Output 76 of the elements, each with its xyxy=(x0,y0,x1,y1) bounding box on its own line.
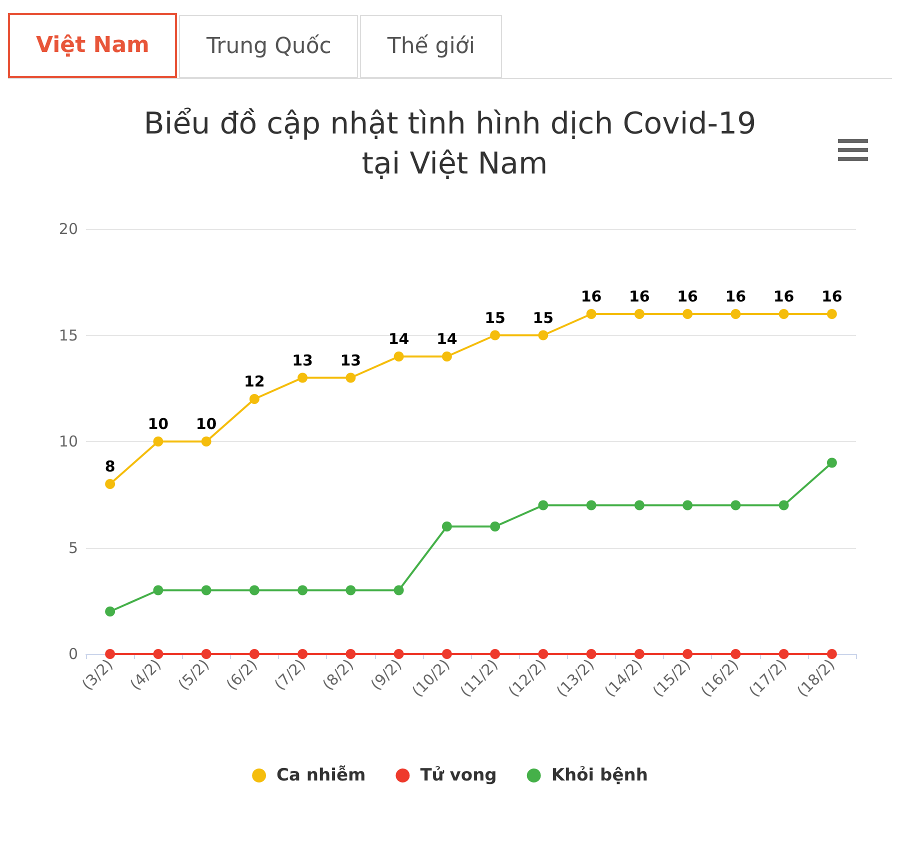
point xyxy=(442,649,452,659)
point xyxy=(201,649,212,659)
point xyxy=(346,585,356,596)
point xyxy=(634,649,644,659)
point xyxy=(778,500,789,510)
point xyxy=(249,649,260,659)
point xyxy=(105,479,116,489)
y-tick-label: 15 xyxy=(58,326,78,344)
point xyxy=(634,309,644,319)
point xyxy=(538,330,548,340)
data-label: 8 xyxy=(104,458,116,476)
text: Thế giới xyxy=(360,15,502,78)
point xyxy=(586,649,596,659)
point xyxy=(682,309,693,319)
point xyxy=(394,585,404,596)
point xyxy=(249,585,260,596)
text: Việt Nam xyxy=(8,13,178,78)
data-label: 16 xyxy=(822,288,842,306)
point xyxy=(538,649,548,659)
point xyxy=(298,585,308,596)
point xyxy=(249,394,260,404)
data-label: 13 xyxy=(292,351,313,370)
legend-label: Khỏi bệnh xyxy=(551,766,648,786)
data-label: 10 xyxy=(148,415,169,433)
point xyxy=(201,436,212,446)
data-label: 16 xyxy=(725,288,746,306)
data-label: 16 xyxy=(773,288,794,306)
point xyxy=(826,458,837,468)
point xyxy=(153,436,164,446)
point xyxy=(490,522,500,532)
y-tick-label: 0 xyxy=(68,645,78,663)
y-tick-label: 10 xyxy=(58,432,78,450)
y-tick-label: 5 xyxy=(68,538,78,557)
data-label: 13 xyxy=(340,351,362,370)
data-label: 16 xyxy=(629,288,650,306)
point xyxy=(826,649,837,659)
point xyxy=(105,606,116,616)
point xyxy=(394,352,404,362)
data-label: 14 xyxy=(388,330,410,348)
point xyxy=(682,500,693,510)
point xyxy=(730,309,741,319)
data-label: 12 xyxy=(244,372,265,390)
point xyxy=(153,649,164,659)
point xyxy=(298,372,308,383)
point xyxy=(394,649,404,659)
data-label: 15 xyxy=(484,308,506,327)
chart-title: Biểu đồ cập nhật tình hình dịch Covid-19 tại Việt Nam xyxy=(144,106,756,182)
legend-label: Tử vong xyxy=(420,766,497,786)
data-label: 16 xyxy=(580,288,602,306)
y-tick-label: 20 xyxy=(58,220,78,238)
point xyxy=(730,649,741,659)
point xyxy=(778,309,789,319)
point xyxy=(490,649,500,659)
point xyxy=(105,649,116,659)
point xyxy=(490,330,500,340)
point xyxy=(778,649,789,659)
point xyxy=(201,585,212,596)
point xyxy=(634,500,644,510)
point xyxy=(826,309,837,319)
point xyxy=(298,649,308,659)
point xyxy=(538,500,548,510)
point xyxy=(442,352,452,362)
point xyxy=(346,372,356,383)
data-label: 15 xyxy=(532,308,554,327)
point xyxy=(442,522,452,532)
data-label: 16 xyxy=(677,288,698,306)
point xyxy=(682,649,693,659)
data-label: 14 xyxy=(436,330,458,348)
data-label: 10 xyxy=(196,415,217,433)
point xyxy=(586,309,596,319)
point xyxy=(730,500,741,510)
legend-label: Ca nhiễm xyxy=(276,764,366,786)
point xyxy=(346,649,356,659)
text: Trung Quốc xyxy=(179,15,358,78)
point xyxy=(153,585,164,596)
point xyxy=(586,500,596,510)
